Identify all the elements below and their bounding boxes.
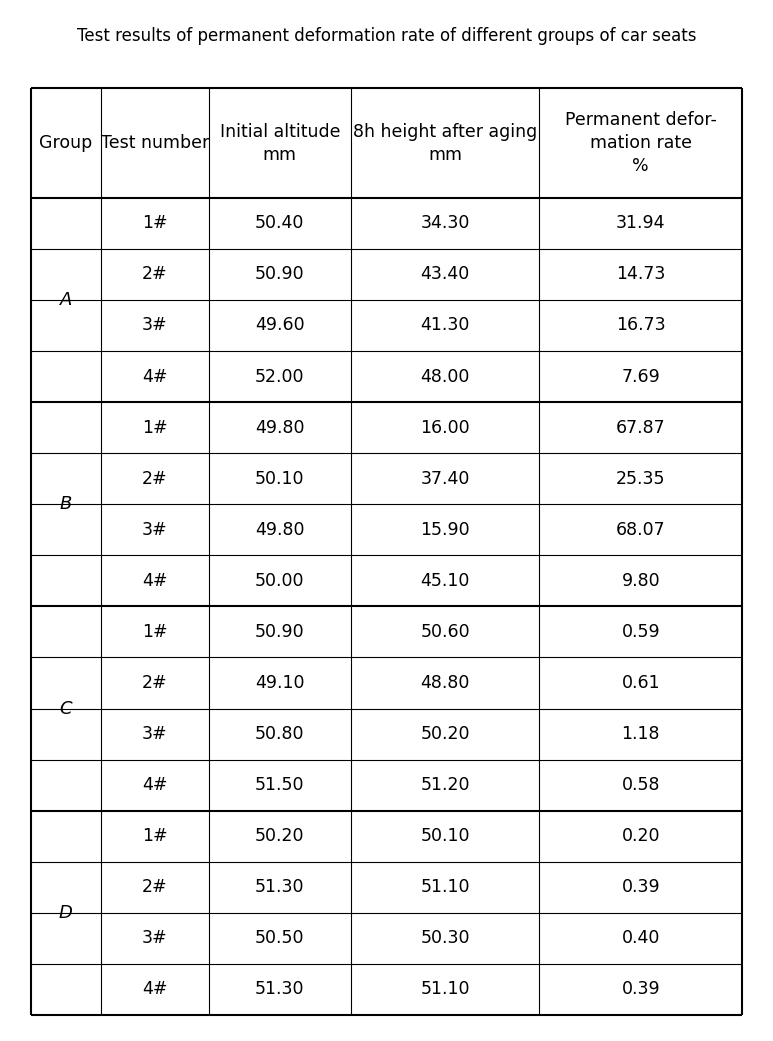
Text: 4#: 4#: [142, 572, 168, 590]
Text: 48.80: 48.80: [421, 674, 470, 692]
Text: 49.80: 49.80: [255, 418, 305, 436]
Text: 50.40: 50.40: [255, 214, 305, 232]
Text: 50.20: 50.20: [421, 726, 470, 743]
Text: 41.30: 41.30: [421, 316, 470, 334]
Text: 52.00: 52.00: [255, 367, 305, 385]
Text: 34.30: 34.30: [421, 214, 470, 232]
Text: 15.90: 15.90: [421, 520, 470, 539]
Text: 2#: 2#: [142, 674, 168, 692]
Text: 7.69: 7.69: [621, 367, 660, 385]
Text: 1#: 1#: [142, 623, 168, 641]
Text: 50.10: 50.10: [255, 469, 305, 488]
Text: 9.80: 9.80: [621, 572, 660, 590]
Text: 4#: 4#: [142, 367, 168, 385]
Text: 8h height after aging
mm: 8h height after aging mm: [353, 123, 537, 163]
Text: 49.10: 49.10: [255, 674, 305, 692]
Text: 16.73: 16.73: [616, 316, 666, 334]
Text: D: D: [59, 904, 73, 922]
Text: 3#: 3#: [142, 930, 168, 947]
Text: 0.59: 0.59: [621, 623, 660, 641]
Text: Test results of permanent deformation rate of different groups of car seats: Test results of permanent deformation ra…: [77, 27, 696, 46]
Text: 50.30: 50.30: [421, 930, 470, 947]
Text: 1#: 1#: [142, 828, 168, 845]
Text: 51.30: 51.30: [255, 879, 305, 896]
Text: B: B: [60, 496, 72, 513]
Text: 50.20: 50.20: [255, 828, 305, 845]
Text: 1#: 1#: [142, 418, 168, 436]
Text: 1.18: 1.18: [621, 726, 660, 743]
Text: 50.50: 50.50: [255, 930, 305, 947]
Text: 50.10: 50.10: [421, 828, 470, 845]
Text: 50.60: 50.60: [421, 623, 470, 641]
Text: C: C: [60, 700, 72, 717]
Text: 45.10: 45.10: [421, 572, 470, 590]
Text: 3#: 3#: [142, 316, 168, 334]
Text: 51.30: 51.30: [255, 981, 305, 998]
Text: 49.80: 49.80: [255, 520, 305, 539]
Text: 2#: 2#: [142, 265, 168, 283]
Text: 51.10: 51.10: [421, 879, 470, 896]
Text: 14.73: 14.73: [616, 265, 666, 283]
Text: 3#: 3#: [142, 726, 168, 743]
Text: 31.94: 31.94: [616, 214, 666, 232]
Text: 68.07: 68.07: [616, 520, 666, 539]
Text: 0.58: 0.58: [621, 777, 660, 794]
Text: 4#: 4#: [142, 777, 168, 794]
Text: 1#: 1#: [142, 214, 168, 232]
Text: 2#: 2#: [142, 469, 168, 488]
Text: 2#: 2#: [142, 879, 168, 896]
Text: 51.50: 51.50: [255, 777, 305, 794]
Text: 50.00: 50.00: [255, 572, 305, 590]
Text: 51.10: 51.10: [421, 981, 470, 998]
Text: Test number: Test number: [100, 134, 209, 152]
Text: 51.20: 51.20: [421, 777, 470, 794]
Text: 48.00: 48.00: [421, 367, 470, 385]
Text: A: A: [60, 290, 72, 309]
Text: 25.35: 25.35: [616, 469, 666, 488]
Text: Permanent defor-
mation rate
%: Permanent defor- mation rate %: [565, 111, 717, 175]
Text: 0.20: 0.20: [621, 828, 660, 845]
Text: 0.39: 0.39: [621, 981, 660, 998]
Text: 50.80: 50.80: [255, 726, 305, 743]
Text: 50.90: 50.90: [255, 623, 305, 641]
Text: 67.87: 67.87: [616, 418, 666, 436]
Text: 50.90: 50.90: [255, 265, 305, 283]
Text: 43.40: 43.40: [421, 265, 470, 283]
Text: 49.60: 49.60: [255, 316, 305, 334]
Text: Initial altitude
mm: Initial altitude mm: [220, 123, 340, 163]
Text: 0.40: 0.40: [621, 930, 660, 947]
Text: 0.61: 0.61: [621, 674, 660, 692]
Text: 37.40: 37.40: [421, 469, 470, 488]
Text: 0.39: 0.39: [621, 879, 660, 896]
Text: 4#: 4#: [142, 981, 168, 998]
Text: 16.00: 16.00: [421, 418, 470, 436]
Text: 3#: 3#: [142, 520, 168, 539]
Text: Group: Group: [39, 134, 93, 152]
